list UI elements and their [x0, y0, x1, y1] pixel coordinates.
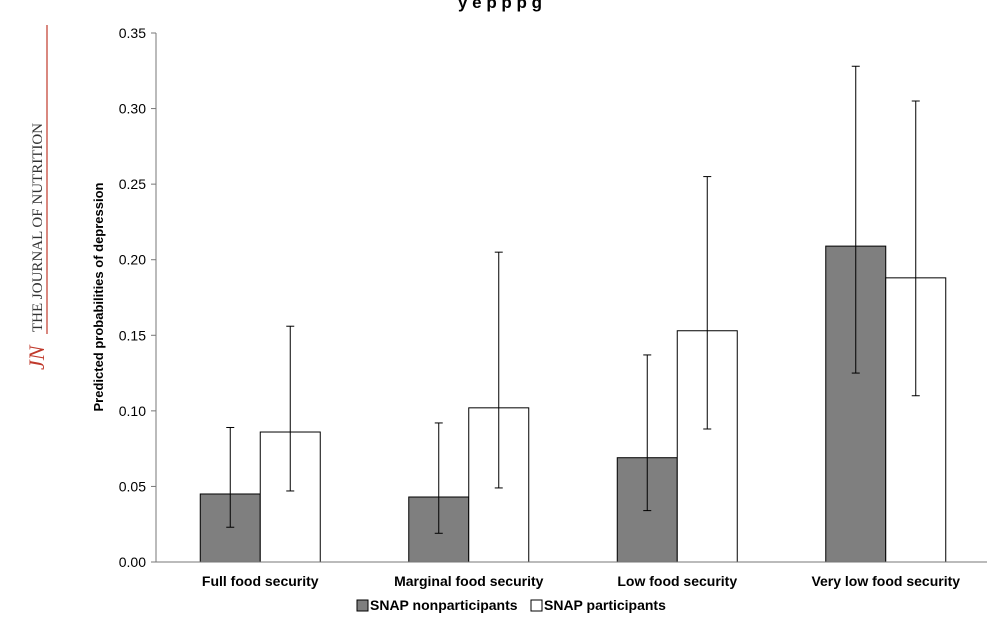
- y-axis-title: Predicted probabilities of depression: [91, 182, 106, 411]
- y-tick-label: 0.35: [119, 25, 146, 41]
- journal-name: THE JOURNAL OF NUTRITION: [30, 123, 46, 332]
- legend-swatch-nonparticipants: [356, 599, 369, 612]
- legend: SNAP nonparticipants SNAP participants: [356, 597, 666, 613]
- y-tick-label: 0.05: [119, 478, 146, 494]
- y-tick-label: 0.25: [119, 176, 146, 192]
- legend-label-nonparticipants: SNAP nonparticipants: [370, 597, 518, 613]
- y-tick-label: 0.10: [119, 403, 146, 419]
- y-tick-label: 0.20: [119, 252, 146, 268]
- legend-label-participants: SNAP participants: [544, 597, 666, 613]
- journal-mark: JN: [24, 344, 49, 370]
- journal-branding: JN THE JOURNAL OF NUTRITION: [24, 25, 49, 370]
- y-axis-ticks: 0.00 0.05 0.10 0.15 0.20 0.25 0.30 0.35: [119, 25, 156, 570]
- x-category-label: Low food security: [617, 573, 737, 589]
- y-tick-label: 0.30: [119, 101, 146, 117]
- legend-swatch-participants: [530, 599, 543, 612]
- bars: [199, 245, 947, 563]
- chart-title: y e p p p g: [458, 0, 542, 12]
- y-tick-label: 0.00: [119, 554, 146, 570]
- error-bars: [226, 65, 920, 534]
- x-category-label: Marginal food security: [394, 573, 544, 589]
- y-tick-label: 0.15: [119, 327, 146, 343]
- x-category-label: Full food security: [202, 573, 319, 589]
- x-axis-labels: Full food security Marginal food security…: [202, 573, 960, 589]
- x-category-label: Very low food security: [811, 573, 960, 589]
